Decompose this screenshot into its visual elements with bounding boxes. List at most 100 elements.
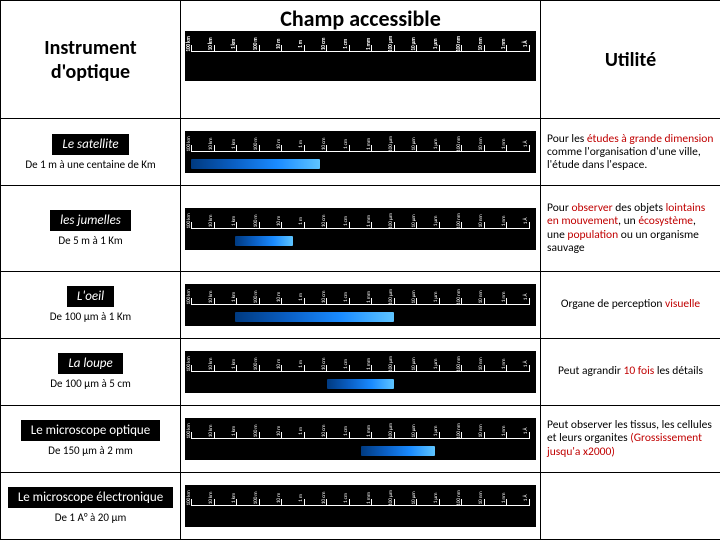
tick-label: 10 μm xyxy=(411,214,417,227)
header-utilite: Utilité xyxy=(541,1,720,119)
tick-label: 100 nm xyxy=(456,356,462,372)
tick-label: 1 Å xyxy=(523,217,529,224)
tick-label: 1 cm xyxy=(343,426,349,436)
tick-label: 1 cm xyxy=(343,292,349,302)
scale-ruler: 100 km10 km1 km100 m10 m1 m10 cm1 cm1 mm… xyxy=(185,284,536,326)
tick-label: 10 m xyxy=(276,292,282,302)
instrument-cell: Le satelliteDe 1 m à une centaine de Km xyxy=(1,119,181,186)
scale-ruler: 100 km10 km1 km100 m10 m1 m10 cm1 cm1 mm… xyxy=(185,131,536,173)
range-band xyxy=(191,159,320,169)
tick-label: 1 nm xyxy=(501,39,507,50)
instrument-cell: La loupeDe 100 μm à 5 cm xyxy=(1,338,181,405)
tick-label: 1 km xyxy=(231,493,237,503)
tick-label: 100 μm xyxy=(388,136,394,152)
tick-label: 100 nm xyxy=(456,36,462,52)
tick-label: 10 m xyxy=(276,493,282,503)
tick-label: 100 km xyxy=(186,137,192,152)
tick-label: 10 nm xyxy=(478,214,484,227)
tick-label: 1 Å xyxy=(523,41,529,48)
champ-cell: 100 km10 km1 km100 m10 m1 m10 cm1 cm1 mm… xyxy=(181,186,541,271)
tick-label: 1 μm xyxy=(433,426,439,437)
tick-label: 1 cm xyxy=(343,216,349,226)
optics-table: Instrument d'optiqueChamp accessible100 … xyxy=(0,0,720,540)
tick-label: 100 μm xyxy=(388,490,394,506)
tick-label: 1 mm xyxy=(366,291,372,303)
tick-label: 100 m xyxy=(253,424,259,437)
instrument-name: Le satellite xyxy=(52,134,128,155)
instrument-name: Le microscope électronique xyxy=(8,487,173,508)
tick-label: 1 m xyxy=(298,40,304,48)
instrument-name: L'oeil xyxy=(67,286,114,307)
tick-label: 1 m xyxy=(298,293,304,301)
tick-label: 1 mm xyxy=(366,425,372,437)
tick-label: 10 km xyxy=(208,38,214,51)
instrument-cell: les jumellesDe 5 m à 1 Km xyxy=(1,186,181,271)
scale-ruler: 100 km10 km1 km100 m10 m1 m10 cm1 cm1 mm… xyxy=(185,208,536,250)
tick-label: 1 Å xyxy=(523,141,529,148)
instrument-name: les jumelles xyxy=(50,210,131,231)
tick-label: 1 mm xyxy=(366,358,372,370)
tick-label: 10 cm xyxy=(321,214,327,227)
tick-label: 100 m xyxy=(253,491,259,504)
range-band xyxy=(235,312,394,322)
range-band xyxy=(235,236,293,246)
scale-ruler: 100 km10 km1 km100 m10 m1 m10 cm1 cm1 mm… xyxy=(185,418,536,460)
utility-cell: Pour les études à grande dimension comme… xyxy=(541,119,720,186)
tick-label: 100 m xyxy=(253,290,259,303)
tick-label: 10 nm xyxy=(478,37,484,50)
tick-label: 1 mm xyxy=(366,38,372,50)
tick-label: 100 m xyxy=(253,37,259,50)
tick-label: 1 μm xyxy=(433,493,439,504)
instrument-cell: L'oeil De 100 μm à 1 Km xyxy=(1,271,181,338)
utility-cell: Pour observer des objets lointains en mo… xyxy=(541,186,720,271)
tick-label: 1 m xyxy=(298,140,304,148)
tick-label: 10 μm xyxy=(411,424,417,437)
utility-cell: Peut observer les tissus, les cellules e… xyxy=(541,405,720,472)
tick-label: 100 m xyxy=(253,214,259,227)
instrument-cell: Le microscope électroniqueDe 1 A° à 20 μ… xyxy=(1,472,181,539)
header-champ-label: Champ accessible xyxy=(185,5,536,32)
tick-label: 100 nm xyxy=(456,213,462,229)
tick-label: 10 cm xyxy=(321,492,327,505)
range-band xyxy=(327,379,395,389)
utility-cell xyxy=(541,472,720,539)
tick-label: 1 Å xyxy=(523,495,529,502)
tick-label: 1 Å xyxy=(523,361,529,368)
header-champ: Champ accessible100 km10 km1 km100 m10 m… xyxy=(181,1,541,119)
tick-label: 1 cm xyxy=(343,359,349,369)
tick-label: 10 km xyxy=(208,290,214,303)
table-row: les jumellesDe 5 m à 1 Km100 km10 km1 km… xyxy=(1,186,720,271)
tick-label: 10 nm xyxy=(478,424,484,437)
table-row: Le microscope électroniqueDe 1 A° à 20 μ… xyxy=(1,472,720,539)
instrument-cell: Le microscope optiqueDe 150 μm à 2 mm xyxy=(1,405,181,472)
instrument-range: De 150 μm à 2 mm xyxy=(5,444,176,457)
tick-label: 10 km xyxy=(208,425,214,438)
tick-label: 1 km xyxy=(231,359,237,369)
tick-label: 1 nm xyxy=(501,139,507,150)
instrument-range: De 100 μm à 1 Km xyxy=(5,310,176,323)
tick-label: 1 m xyxy=(298,217,304,225)
table-row: Le microscope optiqueDe 150 μm à 2 mm 100… xyxy=(1,405,720,472)
tick-label: 100 km xyxy=(186,356,192,371)
tick-label: 1 cm xyxy=(343,493,349,503)
tick-label: 10 cm xyxy=(321,138,327,151)
tick-label: 100 nm xyxy=(456,423,462,439)
tick-label: 10 μm xyxy=(411,290,417,303)
tick-label: 100 m xyxy=(253,357,259,370)
tick-label: 10 nm xyxy=(478,357,484,370)
scale-ruler: 100 km10 km1 km100 m10 m1 m10 cm1 cm1 mm… xyxy=(185,485,536,527)
tick-label: 10 μm xyxy=(411,138,417,151)
tick-label: 100 μm xyxy=(388,423,394,439)
tick-label: 10 cm xyxy=(321,358,327,371)
tick-label: 1 Å xyxy=(523,294,529,301)
utility-cell: Peut agrandir 10 fois les détails xyxy=(541,338,720,405)
tick-label: 1 nm xyxy=(501,426,507,437)
table-row: La loupeDe 100 μm à 5 cm100 km10 km1 km1… xyxy=(1,338,720,405)
tick-label: 1 nm xyxy=(501,292,507,303)
instrument-range: De 100 μm à 5 cm xyxy=(5,377,176,390)
tick-label: 1 km xyxy=(231,39,237,49)
tick-label: 10 nm xyxy=(478,138,484,151)
tick-label: 100 km xyxy=(186,213,192,228)
scale-ruler: 100 km10 km1 km100 m10 m1 m10 cm1 cm1 mm… xyxy=(185,31,536,81)
tick-label: 100 km xyxy=(186,423,192,438)
